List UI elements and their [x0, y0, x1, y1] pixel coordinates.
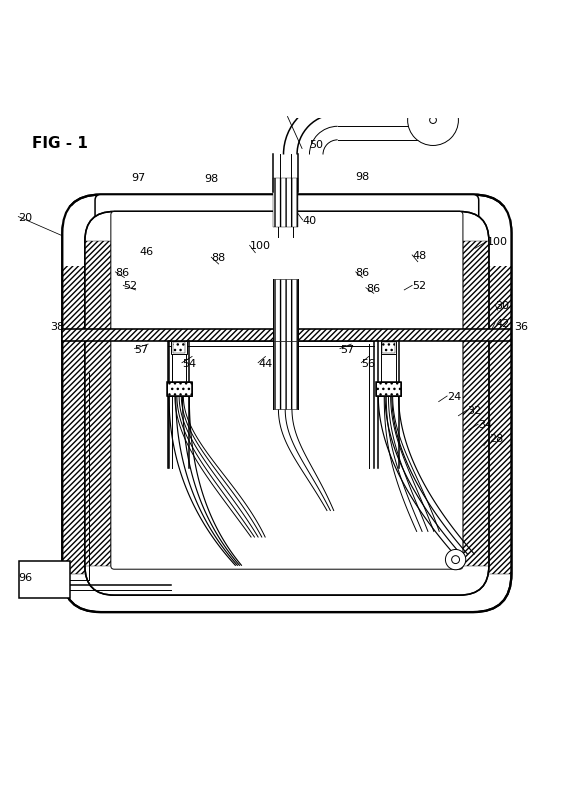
Text: 30: 30 [495, 300, 509, 310]
Text: 98: 98 [356, 172, 370, 182]
Bar [273, 179, 298, 228]
FancyBboxPatch shape [111, 213, 463, 569]
FancyBboxPatch shape [85, 213, 489, 595]
Bar [273, 280, 298, 342]
Text: 32: 32 [467, 406, 481, 415]
Bar [479, 233, 511, 574]
Text: FIG - 1: FIG - 1 [32, 136, 88, 151]
Text: 98: 98 [205, 173, 219, 184]
Text: 97: 97 [131, 173, 145, 183]
Bar [167, 383, 192, 396]
Text: 40: 40 [303, 216, 317, 225]
Bar [62, 233, 95, 574]
Text: 46: 46 [139, 247, 154, 257]
Text: 86: 86 [366, 283, 380, 294]
Text: 50: 50 [309, 140, 323, 150]
Circle shape [452, 556, 459, 564]
Bar [114, 213, 459, 238]
Bar [382, 343, 395, 353]
Text: 38: 38 [50, 322, 64, 331]
Text: 96: 96 [18, 572, 32, 581]
Bar [273, 342, 298, 410]
FancyBboxPatch shape [62, 196, 511, 612]
Text: 54: 54 [182, 358, 196, 368]
Circle shape [446, 549, 466, 570]
Text: 86: 86 [356, 268, 370, 277]
Bar [62, 330, 511, 342]
Text: 88: 88 [211, 253, 226, 263]
Text: 100: 100 [249, 241, 270, 251]
Text: 36: 36 [514, 322, 528, 331]
Text: 28: 28 [489, 434, 503, 444]
Bar [452, 207, 511, 266]
Text: 57: 57 [134, 344, 149, 354]
Circle shape [430, 118, 437, 124]
Text: 52: 52 [123, 281, 137, 291]
Text: 44: 44 [258, 358, 272, 368]
Bar [171, 342, 187, 354]
FancyBboxPatch shape [95, 196, 479, 580]
Text: 56: 56 [361, 358, 375, 368]
Circle shape [408, 95, 458, 146]
Bar [85, 241, 111, 566]
Text: 86: 86 [115, 268, 129, 277]
Text: 24: 24 [447, 391, 462, 402]
Bar [62, 207, 122, 266]
Bar [173, 343, 185, 353]
Bar [463, 241, 489, 566]
Bar [376, 383, 401, 396]
Bar [19, 561, 70, 598]
Bar [62, 330, 511, 342]
Bar [376, 383, 401, 396]
Text: 52: 52 [412, 281, 426, 291]
Bar [167, 383, 192, 396]
Text: 20: 20 [18, 213, 32, 222]
Text: 57: 57 [340, 344, 354, 354]
Bar [101, 196, 473, 228]
Text: 34: 34 [478, 419, 492, 430]
Text: 48: 48 [412, 250, 426, 261]
Text: 100: 100 [486, 237, 507, 247]
Bar [380, 342, 396, 354]
Text: 42: 42 [495, 318, 509, 328]
